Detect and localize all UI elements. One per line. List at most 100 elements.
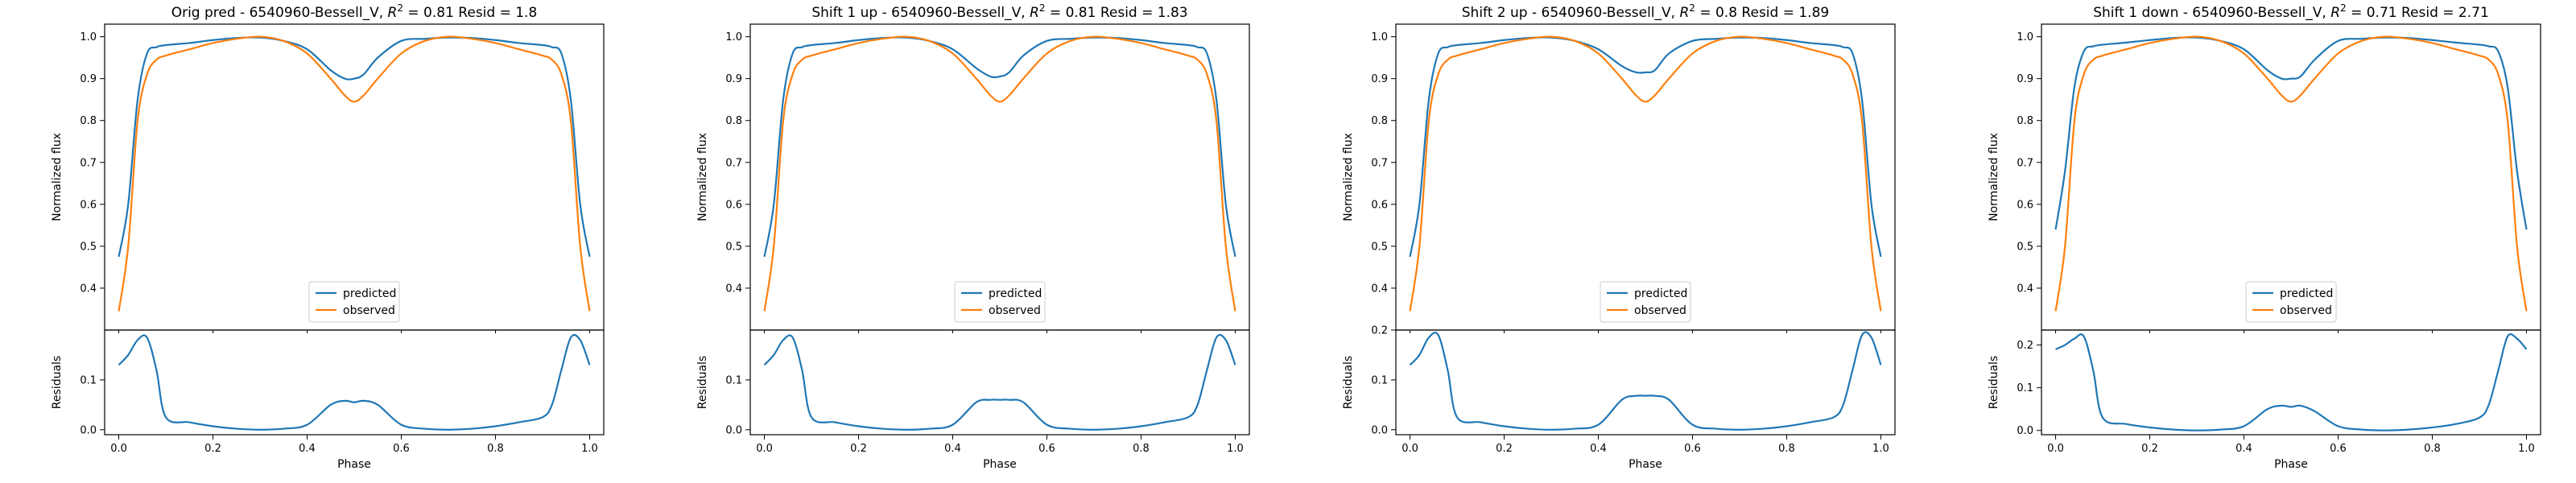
residual-y-axis-label: Residuals: [696, 356, 709, 409]
title-superscript: 2: [397, 2, 403, 14]
flux-y-tick-label: 0.8: [725, 115, 742, 127]
title-resid: Resid = 1.83: [1096, 5, 1187, 21]
flux-y-axis-label: Normalized flux: [696, 133, 709, 221]
x-tick-label: 0.4: [944, 443, 961, 455]
x-tick-label: 0.6: [1684, 443, 1701, 455]
chart-title: Shift 1 up - 6540960-Bessell_V, R2 = 0.8…: [811, 2, 1187, 21]
x-axis-label: Phase: [983, 458, 1017, 471]
residual-axes-frame: [1395, 329, 1896, 436]
title-r: R: [2330, 5, 2340, 21]
flux-y-tick-label: 1.0: [2017, 31, 2033, 43]
legend: predicted observed: [1600, 281, 1691, 323]
x-tick-label: 0.0: [1402, 443, 1418, 455]
title-r2-value: 0.81: [423, 5, 454, 21]
series-line-predicted: [2054, 36, 2528, 230]
title-prefix: Shift 1 down - 6540960-Bessell_V,: [2093, 5, 2330, 21]
residual-y-axis-label: Residuals: [1342, 356, 1355, 409]
title-superscript: 2: [2340, 2, 2347, 14]
residual-y-tick-label: 0.0: [80, 424, 97, 436]
flux-y-tick-label: 1.0: [725, 31, 742, 43]
title-equals: =: [1046, 5, 1066, 21]
title-resid: Resid = 1.8: [454, 5, 537, 21]
legend: predicted observed: [2245, 281, 2337, 323]
flux-y-tick-label: 1.0: [1371, 31, 1388, 43]
title-superscript: 2: [1689, 2, 1695, 14]
legend-label-predicted: predicted: [989, 287, 1042, 300]
x-tick-label: 0.6: [2330, 443, 2347, 455]
flux-y-tick-label: 0.4: [725, 283, 742, 295]
residual-y-tick-label: 0.1: [725, 374, 742, 386]
flux-y-tick-label: 0.4: [1371, 283, 1388, 295]
residual-y-tick-label: 0.1: [80, 374, 97, 386]
x-tick-label: 0.2: [2141, 443, 2158, 455]
residual-y-tick-label: 0.2: [2017, 340, 2033, 352]
residual-line: [763, 333, 1236, 431]
x-tick-label: 1.0: [2518, 443, 2535, 455]
flux-y-axis-label: Normalized flux: [51, 133, 64, 221]
x-tick-label: 0.8: [1133, 443, 1150, 455]
series-line-observed: [118, 35, 591, 312]
series-line-observed: [1409, 35, 1882, 312]
legend-label-predicted: predicted: [343, 287, 396, 300]
title-prefix: Orig pred - 6540960-Bessell_V,: [171, 5, 388, 21]
x-axis-label: Phase: [337, 458, 371, 471]
legend-box: [2245, 281, 2337, 323]
flux-y-tick-label: 0.4: [2017, 283, 2033, 295]
chart-panel-4: Shift 1 down - 6540960-Bessell_V, R2 = 0…: [1988, 2, 2541, 471]
legend-box: [1600, 281, 1691, 323]
series-line-observed: [2054, 35, 2528, 312]
title-equals: =: [403, 5, 423, 21]
flux-y-tick-label: 0.9: [2017, 73, 2033, 85]
legend-label-predicted: predicted: [1634, 287, 1687, 300]
residual-y-axis-label: Residuals: [51, 356, 64, 409]
residual-axes-frame: [749, 329, 1250, 436]
x-tick-label: 0.0: [110, 443, 127, 455]
flux-y-tick-label: 1.0: [80, 31, 97, 43]
series-line-predicted: [1409, 36, 1882, 258]
x-tick-label: 0.4: [299, 443, 316, 455]
residual-y-tick-label: 0.1: [1371, 374, 1388, 386]
residual-axes-frame: [2041, 329, 2541, 436]
legend-label-predicted: predicted: [2280, 287, 2333, 300]
residual-line: [1409, 331, 1882, 431]
x-tick-label: 0.2: [1496, 443, 1513, 455]
x-tick-label: 1.0: [1872, 443, 1889, 455]
flux-y-tick-label: 0.5: [2017, 241, 2033, 253]
legend: predicted observed: [308, 281, 400, 323]
x-tick-label: 1.0: [1227, 443, 1244, 455]
legend-label-observed: observed: [2280, 304, 2332, 317]
legend-label-observed: observed: [1634, 304, 1686, 317]
title-prefix: Shift 1 up - 6540960-Bessell_V,: [811, 5, 1030, 21]
x-tick-label: 0.0: [756, 443, 773, 455]
title-resid: Resid = 2.71: [2397, 5, 2489, 21]
chart-title: Orig pred - 6540960-Bessell_V, R2 = 0.81…: [171, 2, 538, 21]
chart-panel-1: Orig pred - 6540960-Bessell_V, R2 = 0.81…: [51, 2, 605, 471]
title-prefix: Shift 2 up - 6540960-Bessell_V,: [1462, 5, 1680, 21]
series-line-observed: [763, 35, 1236, 312]
title-r2-value: 0.71: [2367, 5, 2397, 21]
flux-y-tick-label: 0.5: [725, 241, 742, 253]
flux-y-tick-label: 0.8: [80, 115, 97, 127]
residual-axes-frame: [104, 329, 605, 436]
x-tick-label: 0.4: [1590, 443, 1607, 455]
title-equals: =: [2347, 5, 2367, 21]
flux-y-tick-label: 0.8: [1371, 115, 1388, 127]
residual-line: [2055, 333, 2528, 431]
flux-y-tick-label: 0.6: [80, 199, 97, 211]
flux-y-tick-label: 0.6: [2017, 199, 2033, 211]
flux-y-tick-label: 0.7: [725, 157, 742, 169]
x-tick-label: 0.2: [850, 443, 867, 455]
title-r: R: [1679, 5, 1689, 21]
title-r: R: [1030, 5, 1039, 21]
legend-label-observed: observed: [989, 304, 1041, 317]
residual-y-tick-label: 0.1: [2017, 382, 2033, 394]
flux-y-tick-label: 0.7: [1371, 157, 1388, 169]
flux-y-tick-label: 0.7: [80, 157, 97, 169]
chart-panel-2: Shift 1 up - 6540960-Bessell_V, R2 = 0.8…: [696, 2, 1250, 471]
flux-y-axis-label: Normalized flux: [1988, 133, 2000, 221]
x-tick-label: 0.4: [2235, 443, 2252, 455]
title-superscript: 2: [1039, 2, 1046, 14]
flux-y-tick-label: 0.5: [80, 241, 97, 253]
x-axis-label: Phase: [2274, 458, 2308, 471]
